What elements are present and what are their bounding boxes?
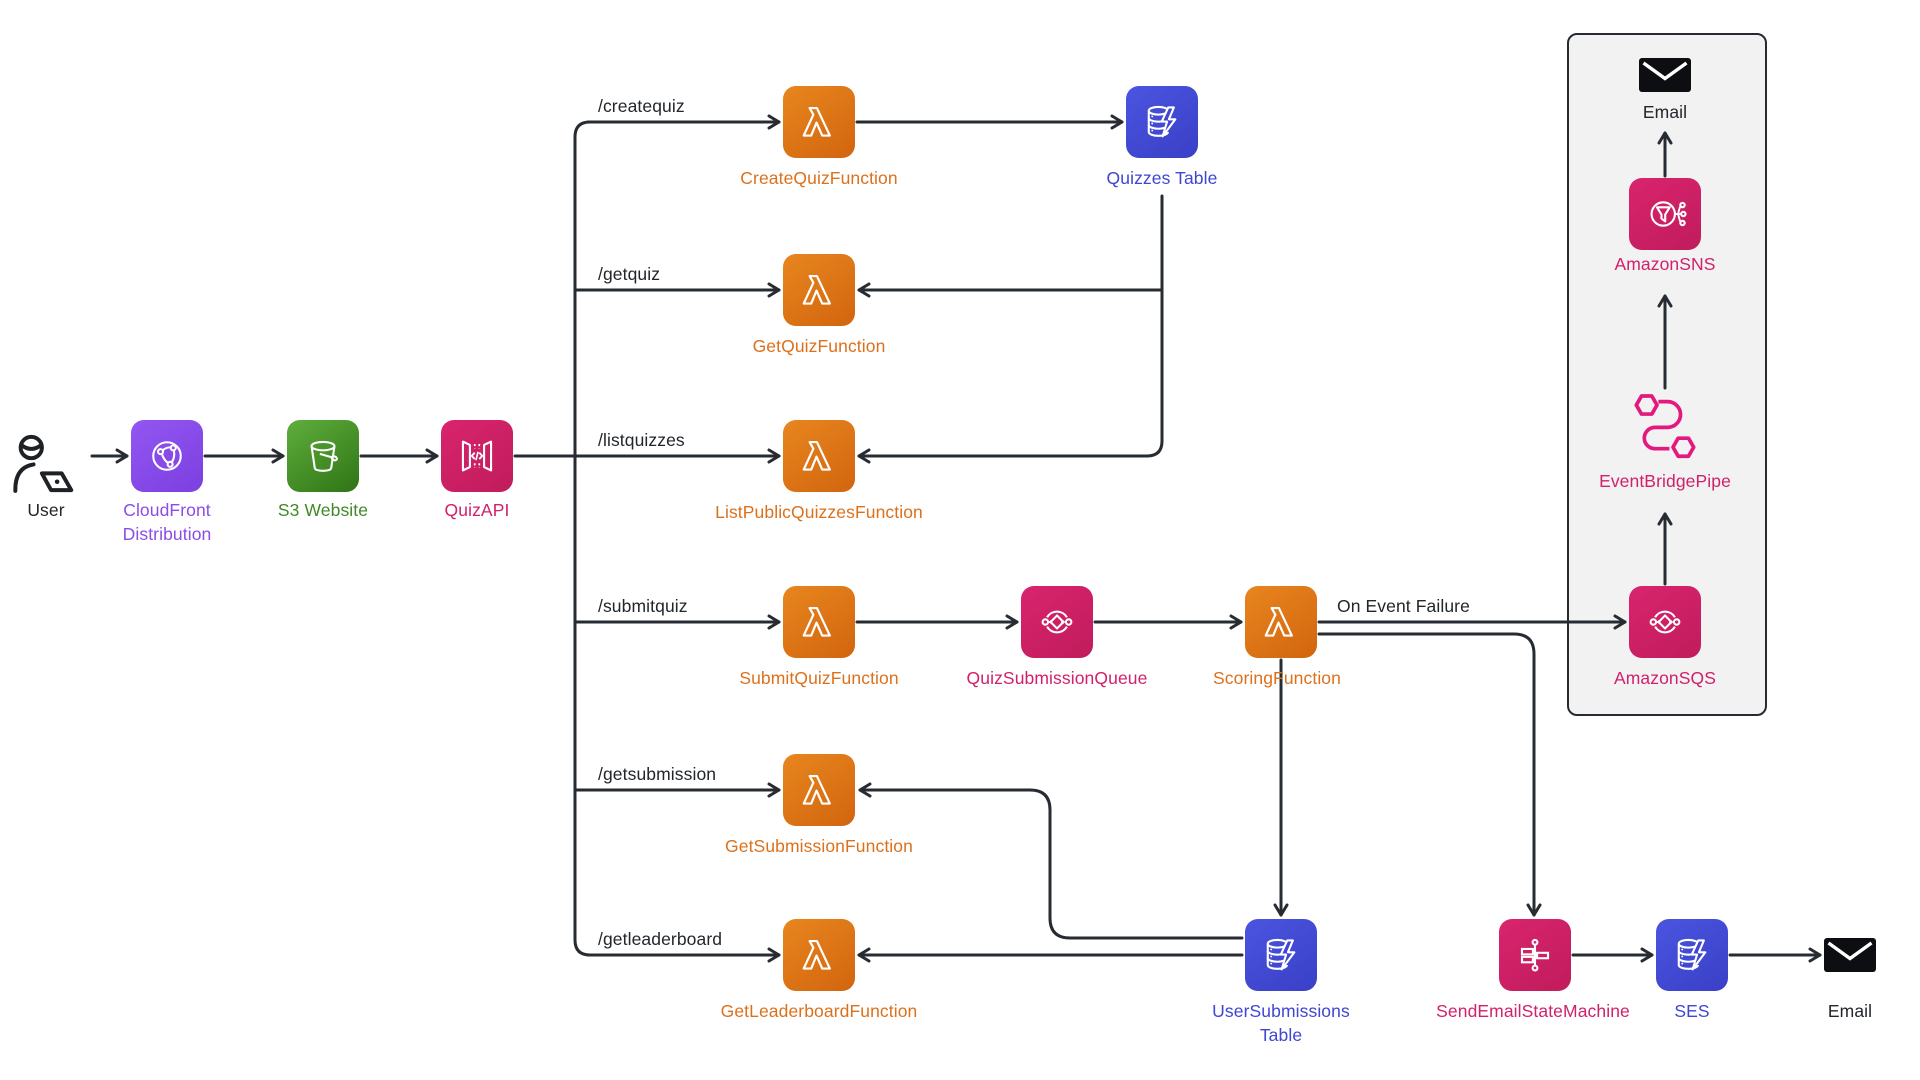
lambda-icon-createquiz (783, 86, 855, 158)
sqs-icon-dlq (1629, 586, 1701, 658)
cloudfront-icon (131, 420, 203, 492)
create-quiz-function-label: CreateQuizFunction (740, 168, 898, 188)
dynamodb-icon-user-submissions-table (1245, 919, 1317, 991)
api-gateway-icon (441, 420, 513, 492)
user-icon (10, 430, 86, 496)
route-listquizzes: /listquizzes (598, 430, 685, 450)
submit-quiz-function-label: SubmitQuizFunction (739, 668, 899, 688)
on-event-failure-label: On Event Failure (1337, 596, 1470, 616)
s3-bucket-icon (287, 420, 359, 492)
user-submissions-table-label: UserSubmissions Table (1212, 1001, 1350, 1045)
route-getsubmission: /getsubmission (598, 764, 717, 784)
amazon-sns-label: AmazonSNS (1614, 254, 1716, 274)
quizapi-label: QuizAPI (444, 500, 510, 520)
email-recipient-label: Email (1827, 1001, 1873, 1021)
email-icon-failure (1639, 58, 1691, 92)
get-submission-function-label: GetSubmissionFunction (725, 836, 913, 856)
route-getleaderboard: /getleaderboard (598, 929, 723, 949)
dynamodb-icon-quizzes-table (1126, 86, 1198, 158)
lambda-icon-getleaderboard (783, 919, 855, 991)
route-submitquiz: /submitquiz (598, 596, 688, 616)
lambda-icon-submitquiz (783, 586, 855, 658)
eventbridge-pipe-label: EventBridgePipe (1599, 471, 1731, 491)
user-label: User (27, 500, 65, 520)
ses-icon (1656, 919, 1728, 991)
amazon-sqs-label: AmazonSQS (1613, 668, 1717, 688)
eventbridge-pipe-icon (1628, 390, 1702, 462)
scoring-function-label: ScoringFunction (1213, 668, 1341, 688)
email-icon-recipient (1824, 938, 1876, 972)
lambda-icon-listquizzes (783, 420, 855, 492)
route-getquiz: /getquiz (598, 264, 661, 284)
get-quiz-function-label: GetQuizFunction (752, 336, 886, 356)
route-createquiz: /createquiz (598, 96, 685, 116)
lambda-icon-getsubmission (783, 754, 855, 826)
sns-icon (1629, 178, 1701, 250)
quizzes-table-label: Quizzes Table (1106, 168, 1218, 188)
ses-label: SES (1674, 1001, 1710, 1021)
step-functions-icon-send-email (1499, 919, 1571, 991)
lambda-icon-getquiz (783, 254, 855, 326)
lambda-icon-scoring (1245, 586, 1317, 658)
quiz-submission-queue-label: QuizSubmissionQueue (966, 668, 1148, 688)
send-email-state-machine-label: SendEmailStateMachine (1436, 1001, 1630, 1021)
s3-website-label: S3 Website (277, 500, 369, 520)
cloudfront-label: CloudFront Distribution (122, 500, 212, 544)
email-failure-label: Email (1642, 102, 1688, 122)
list-public-quizzes-function-label: ListPublicQuizzesFunction (715, 502, 923, 522)
sqs-icon-quiz-submission-queue (1021, 586, 1093, 658)
get-leaderboard-function-label: GetLeaderboardFunction (720, 1001, 918, 1021)
